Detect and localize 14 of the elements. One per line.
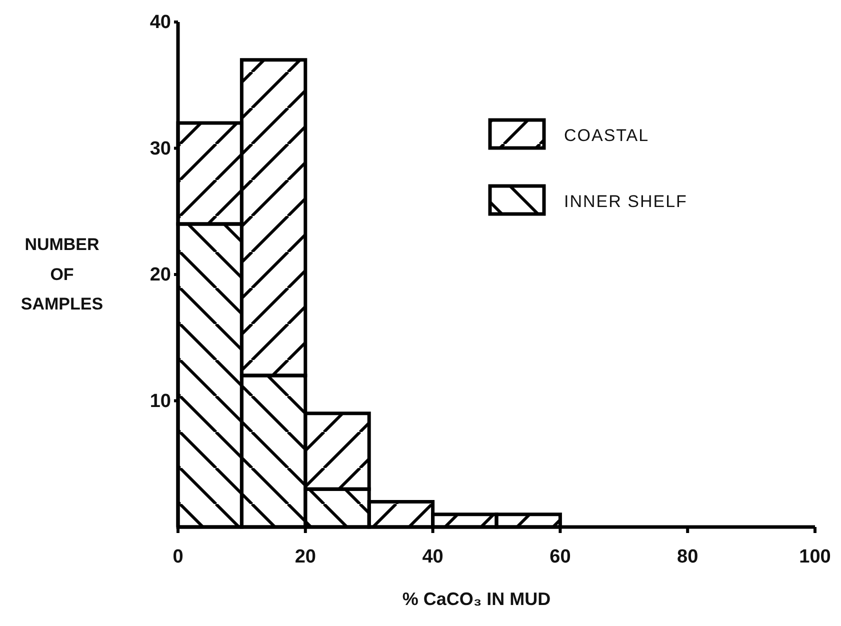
legend-label: INNER SHELF [564, 192, 688, 211]
legend-label: COASTAL [564, 126, 650, 145]
y-tick-label: 20 [150, 264, 171, 286]
x-axis-title: % CaCO₃ IN MUD [402, 589, 551, 609]
x-tick-label: 100 [799, 546, 831, 568]
y-tick-label: 10 [150, 390, 171, 412]
y-tick-label: 30 [150, 138, 171, 160]
y-axis-title: NUMBER OF SAMPLES [20, 235, 104, 314]
y-tick-label: 40 [150, 12, 171, 34]
x-tick-label: 60 [550, 546, 571, 568]
x-tick-label: 0 [172, 546, 184, 568]
x-tick-label: 80 [677, 546, 698, 568]
x-tick-label: 20 [294, 546, 316, 568]
x-tick-label: 40 [422, 546, 444, 568]
